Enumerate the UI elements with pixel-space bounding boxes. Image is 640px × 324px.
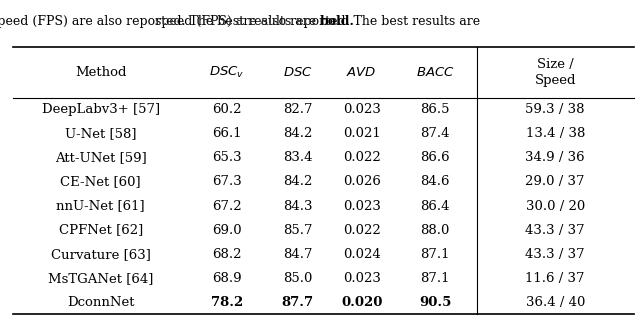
Text: 34.9 / 36: 34.9 / 36 xyxy=(525,151,585,164)
Text: $AVD$: $AVD$ xyxy=(346,66,377,79)
Text: 11.6 / 37: 11.6 / 37 xyxy=(525,272,585,285)
Text: 0.023: 0.023 xyxy=(342,200,381,213)
Text: 13.4 / 38: 13.4 / 38 xyxy=(525,127,585,140)
Text: 86.5: 86.5 xyxy=(420,103,450,116)
Text: DconnNet: DconnNet xyxy=(67,296,134,309)
Text: Att-UNet [59]: Att-UNet [59] xyxy=(55,151,147,164)
Text: 0.020: 0.020 xyxy=(341,296,382,309)
Text: 86.4: 86.4 xyxy=(420,200,450,213)
Text: 0.022: 0.022 xyxy=(343,224,380,237)
Text: 85.7: 85.7 xyxy=(283,224,312,237)
Text: 83.4: 83.4 xyxy=(283,151,312,164)
Text: 29.0 / 37: 29.0 / 37 xyxy=(525,176,585,189)
Text: 86.6: 86.6 xyxy=(420,151,450,164)
Text: 78.2: 78.2 xyxy=(211,296,243,309)
Text: 84.2: 84.2 xyxy=(283,176,312,189)
Text: 65.3: 65.3 xyxy=(212,151,242,164)
Text: 84.3: 84.3 xyxy=(283,200,312,213)
Text: speed (FPS) are also reported. The best results are: speed (FPS) are also reported. The best … xyxy=(156,15,484,28)
Text: 87.1: 87.1 xyxy=(420,272,450,285)
Text: bold.: bold. xyxy=(320,15,355,28)
Text: 0.021: 0.021 xyxy=(343,127,380,140)
Text: 36.4 / 40: 36.4 / 40 xyxy=(525,296,585,309)
Text: 0.022: 0.022 xyxy=(343,151,380,164)
Text: Size /
Speed: Size / Speed xyxy=(534,58,576,87)
Text: 87.7: 87.7 xyxy=(282,296,314,309)
Text: 66.1: 66.1 xyxy=(212,127,242,140)
Text: 59.3 / 38: 59.3 / 38 xyxy=(525,103,585,116)
Text: 84.7: 84.7 xyxy=(283,248,312,260)
Text: 84.2: 84.2 xyxy=(283,127,312,140)
Text: 0.024: 0.024 xyxy=(343,248,380,260)
Text: 43.3 / 37: 43.3 / 37 xyxy=(525,248,585,260)
Text: 88.0: 88.0 xyxy=(420,224,450,237)
Text: CPFNet [62]: CPFNet [62] xyxy=(59,224,143,237)
Text: nnU-Net [61]: nnU-Net [61] xyxy=(56,200,145,213)
Text: $DSC$: $DSC$ xyxy=(283,66,312,79)
Text: 68.9: 68.9 xyxy=(212,272,242,285)
Text: 85.0: 85.0 xyxy=(283,272,312,285)
Text: $DSC_v$: $DSC_v$ xyxy=(209,65,245,80)
Text: CE-Net [60]: CE-Net [60] xyxy=(61,176,141,189)
Text: 67.3: 67.3 xyxy=(212,176,242,189)
Text: 87.4: 87.4 xyxy=(420,127,450,140)
Text: Method: Method xyxy=(75,66,127,79)
Text: DeepLabv3+ [57]: DeepLabv3+ [57] xyxy=(42,103,160,116)
Text: 82.7: 82.7 xyxy=(283,103,312,116)
Text: 60.2: 60.2 xyxy=(212,103,242,116)
Text: speed (FPS) are also reported. The best results are: speed (FPS) are also reported. The best … xyxy=(0,15,320,28)
Text: 67.2: 67.2 xyxy=(212,200,242,213)
Text: 43.3 / 37: 43.3 / 37 xyxy=(525,224,585,237)
Text: U-Net [58]: U-Net [58] xyxy=(65,127,136,140)
Text: 69.0: 69.0 xyxy=(212,224,242,237)
Text: speed (FPS) are also reported. The best results are: speed (FPS) are also reported. The best … xyxy=(0,15,320,28)
Text: 87.1: 87.1 xyxy=(420,248,450,260)
Text: Curvature [63]: Curvature [63] xyxy=(51,248,151,260)
Text: 84.6: 84.6 xyxy=(420,176,450,189)
Text: 0.026: 0.026 xyxy=(342,176,381,189)
Text: MsTGANet [64]: MsTGANet [64] xyxy=(48,272,154,285)
Text: 0.023: 0.023 xyxy=(342,272,381,285)
Text: $BACC$: $BACC$ xyxy=(416,66,454,79)
Text: 90.5: 90.5 xyxy=(419,296,451,309)
Text: 30.0 / 20: 30.0 / 20 xyxy=(525,200,585,213)
Text: 68.2: 68.2 xyxy=(212,248,242,260)
Text: 0.023: 0.023 xyxy=(342,103,381,116)
